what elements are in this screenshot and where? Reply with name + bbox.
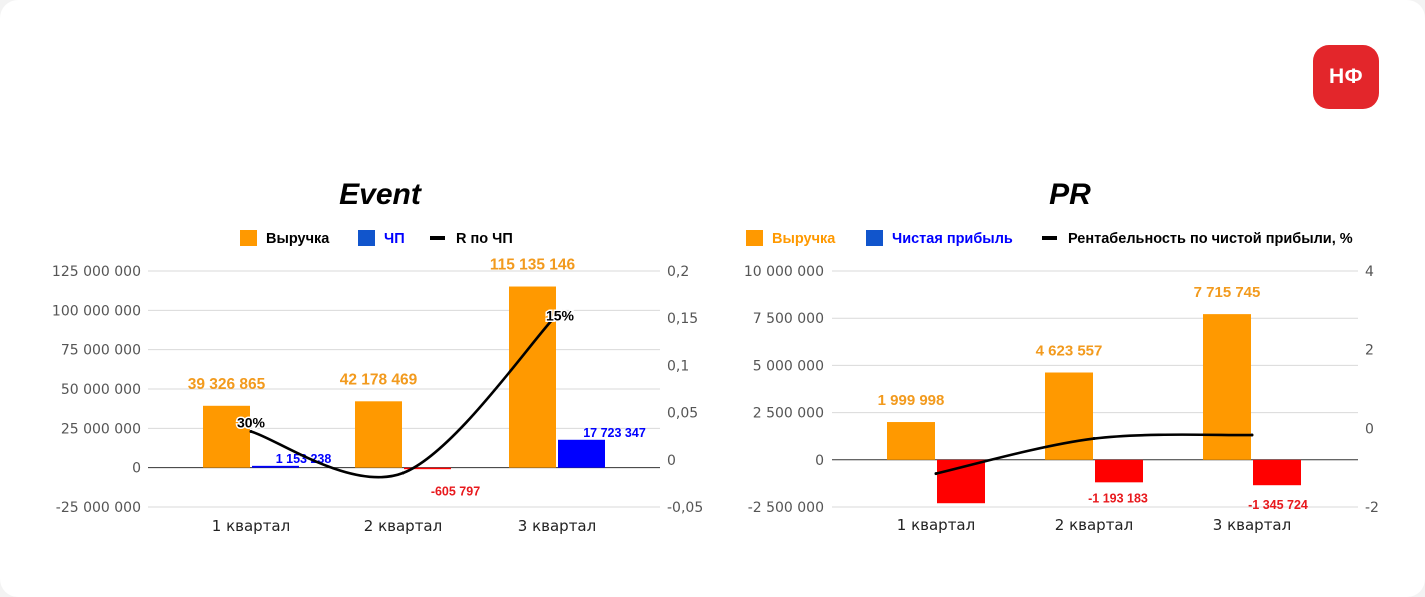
y-tick-label: 50 000 000 <box>61 382 141 398</box>
y-tick-label: 2 500 000 <box>753 406 824 422</box>
chart-title: Event <box>339 178 423 211</box>
ratio-point <box>249 429 253 433</box>
profit-data-label: 17 723 347 <box>583 426 646 440</box>
legend-swatch <box>240 230 257 246</box>
y2-tick-label: 2 <box>1365 343 1374 359</box>
revenue-bar <box>203 405 250 468</box>
legend-swatch-line <box>430 236 445 240</box>
y-tick-label: 7 500 000 <box>753 311 824 327</box>
x-tick-label: 2 квартал <box>364 517 442 535</box>
y2-tick-label: -0,05 <box>667 500 703 516</box>
ratio-point <box>1092 437 1096 441</box>
y-tick-label: 25 000 000 <box>61 421 141 437</box>
y2-tick-label: 0,1 <box>667 358 689 374</box>
y-tick-label: 5 000 000 <box>753 358 824 374</box>
y-tick-label: -25 000 000 <box>56 500 141 516</box>
revenue-data-label: 42 178 469 <box>340 371 418 388</box>
revenue-bar <box>355 401 402 468</box>
legend-label: Чистая прибыль <box>892 231 1013 247</box>
ratio-point <box>555 312 559 316</box>
profit-bar <box>558 439 605 468</box>
legend-swatch <box>866 230 883 246</box>
x-tick-label: 3 квартал <box>518 517 596 535</box>
y-tick-label: 100 000 000 <box>52 303 141 319</box>
profit-data-label: -605 797 <box>431 485 480 499</box>
revenue-data-label: 4 623 557 <box>1036 343 1103 360</box>
x-tick-label: 3 квартал <box>1213 516 1291 534</box>
ratio-point <box>934 472 938 476</box>
profit-bar <box>1253 459 1301 486</box>
y-tick-label: 75 000 000 <box>61 343 141 359</box>
y2-tick-label: 0 <box>1365 421 1374 437</box>
legend-swatch-line <box>1042 236 1057 240</box>
profit-bar <box>252 465 299 468</box>
ratio-point <box>401 471 405 475</box>
ratio-data-label: 15% <box>546 307 575 323</box>
logo-text: НФ <box>1328 65 1364 88</box>
y-tick-label: 0 <box>132 461 141 477</box>
event-chart: Event Выручка ЧП R по ЧП -25 000 000 0 25 000 … <box>52 178 703 535</box>
y2-tick-label: -2 <box>1365 500 1379 516</box>
legend-swatch <box>358 230 375 246</box>
legend-label: Рентабельность по чистой прибыли, % <box>1068 231 1353 247</box>
revenue-data-label: 7 715 745 <box>1194 284 1261 301</box>
ratio-point <box>1250 433 1254 437</box>
revenue-bar <box>509 286 556 468</box>
x-tick-label: 1 квартал <box>897 516 975 534</box>
y-tick-label: -2 500 000 <box>748 500 824 516</box>
y-tick-label: 10 000 000 <box>744 264 824 280</box>
profit-bar <box>404 467 451 470</box>
profit-data-label: -1 345 724 <box>1248 498 1308 512</box>
y2-tick-label: 0 <box>667 453 676 469</box>
legend-label: ЧП <box>384 231 405 247</box>
y2-tick-label: 0,2 <box>667 264 689 280</box>
legend-label: Выручка <box>266 231 330 247</box>
profit-bar <box>1095 459 1143 483</box>
legend-label: R по ЧП <box>456 231 513 247</box>
revenue-data-label: 115 135 146 <box>490 257 576 274</box>
revenue-data-label: 1 999 998 <box>878 392 945 409</box>
logo-badge: НФ <box>1313 45 1379 109</box>
revenue-data-label: 39 326 865 <box>188 376 266 393</box>
x-tick-label: 2 квартал <box>1055 516 1133 534</box>
y2-tick-label: 4 <box>1365 264 1374 280</box>
chart-title: PR <box>1049 178 1091 211</box>
revenue-bar <box>1203 314 1251 460</box>
profit-data-label: -1 193 183 <box>1088 491 1148 505</box>
y2-tick-label: 0,15 <box>667 311 698 327</box>
y2-tick-label: 0,05 <box>667 406 698 422</box>
x-tick-label: 1 квартал <box>212 517 290 535</box>
legend-swatch <box>746 230 763 246</box>
y-tick-label: 0 <box>815 453 824 469</box>
ratio-data-label: 30% <box>237 414 266 430</box>
revenue-bar <box>887 422 935 460</box>
y-tick-label: 125 000 000 <box>52 264 141 280</box>
legend-label: Выручка <box>772 231 836 247</box>
